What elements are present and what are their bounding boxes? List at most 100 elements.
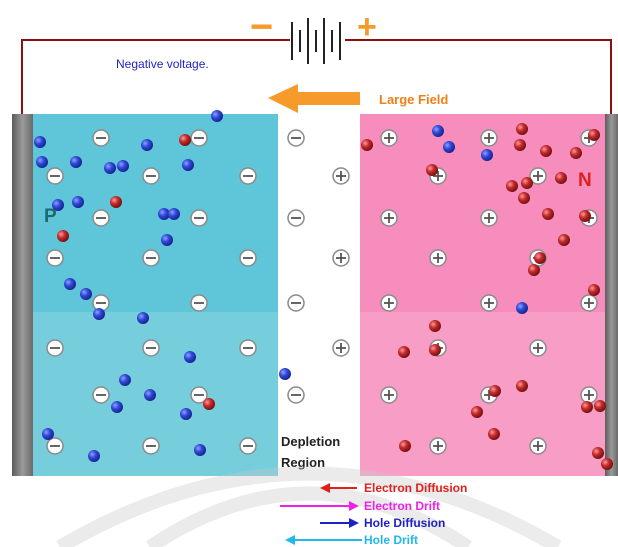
electron-icon — [168, 208, 180, 220]
watermark-arcs — [56, 466, 562, 547]
electron-icon — [117, 160, 129, 172]
hole-icon — [516, 123, 528, 135]
electron-icon — [64, 278, 76, 290]
hole-icon — [429, 320, 441, 332]
lower-haze — [33, 312, 605, 476]
minus-ion-icon — [190, 209, 208, 227]
plus-ion-icon — [529, 167, 547, 185]
voltage-label: Negative voltage. — [116, 57, 209, 71]
hole-icon — [429, 344, 441, 356]
minus-ion-icon — [92, 209, 110, 227]
battery-plus-sign: + — [357, 8, 377, 46]
plus-ion-icon — [480, 129, 498, 147]
hole-icon — [558, 234, 570, 246]
circuit-wire-right — [345, 39, 612, 115]
hole-icon — [203, 398, 215, 410]
hole-icon — [601, 458, 613, 470]
plus-ion-icon — [480, 209, 498, 227]
minus-ion-icon — [239, 339, 257, 357]
electron-icon — [70, 156, 82, 168]
hole-icon — [110, 196, 122, 208]
electron-icon — [184, 351, 196, 363]
hole-icon — [594, 400, 606, 412]
electron-icon — [180, 408, 192, 420]
minus-ion-icon — [46, 339, 64, 357]
electron-icon — [42, 428, 54, 440]
hole-icon — [361, 139, 373, 151]
minus-ion-icon — [287, 209, 305, 227]
hole-icon — [592, 447, 604, 459]
hole-icon — [581, 401, 593, 413]
legend-label: Hole Drift — [364, 533, 418, 547]
legend: Electron Diffusion Electron Drift Hole D… — [280, 481, 467, 547]
electron-icon — [137, 312, 149, 324]
p-region-label: P — [44, 206, 57, 227]
field-label: Large Field — [379, 92, 448, 107]
hole-icon — [570, 147, 582, 159]
legend-label: Hole Diffusion — [364, 516, 445, 530]
electron-icon — [34, 136, 46, 148]
minus-ion-icon — [142, 249, 160, 267]
plus-ion-icon — [332, 249, 350, 267]
electron-icon — [119, 374, 131, 386]
hole-icon — [588, 284, 600, 296]
hole-icon — [534, 252, 546, 264]
minus-ion-icon — [287, 129, 305, 147]
electron-icon — [182, 159, 194, 171]
minus-ion-icon — [92, 386, 110, 404]
hole-icon — [57, 230, 69, 242]
plus-ion-icon — [380, 129, 398, 147]
circuit-wire — [21, 39, 290, 115]
hole-icon — [579, 210, 591, 222]
hole-icon — [506, 180, 518, 192]
battery-minus-sign: − — [250, 5, 273, 49]
plus-ion-icon — [480, 294, 498, 312]
electron-icon — [211, 110, 223, 122]
electron-icon — [88, 450, 100, 462]
right-electrode — [605, 114, 618, 476]
depletion-label-line2: Region — [281, 455, 325, 470]
electron-icon — [432, 125, 444, 137]
hole-icon — [521, 177, 533, 189]
hole-icon — [516, 380, 528, 392]
plus-ion-icon — [529, 339, 547, 357]
plus-ion-icon — [380, 386, 398, 404]
electron-icon — [72, 196, 84, 208]
legend-hole-diffusion: Hole Diffusion — [320, 516, 445, 530]
hole-icon — [488, 428, 500, 440]
minus-ion-icon — [190, 386, 208, 404]
arrow-left-icon — [285, 535, 295, 545]
left-electrode — [12, 114, 33, 476]
minus-ion-icon — [239, 249, 257, 267]
electron-icon — [111, 401, 123, 413]
electron-icon — [144, 389, 156, 401]
hole-icon — [514, 139, 526, 151]
minus-ion-icon — [142, 167, 160, 185]
minus-ion-icon — [287, 294, 305, 312]
electron-icon — [80, 288, 92, 300]
hole-icon — [489, 385, 501, 397]
hole-icon — [555, 172, 567, 184]
electron-icon — [279, 368, 291, 380]
depletion-label-line1: Depletion — [281, 434, 340, 449]
arrow-right-icon — [349, 518, 359, 528]
hole-icon — [399, 440, 411, 452]
minus-ion-icon — [46, 249, 64, 267]
electron-icon — [141, 139, 153, 151]
field-arrow-icon — [268, 84, 360, 113]
minus-ion-icon — [46, 167, 64, 185]
legend-electron-diffusion: Electron Diffusion — [320, 481, 467, 495]
electron-icon — [104, 162, 116, 174]
electron-icon — [481, 149, 493, 161]
minus-ion-icon — [142, 339, 160, 357]
hole-icon — [518, 192, 530, 204]
minus-ion-icon — [190, 294, 208, 312]
electron-icon — [52, 199, 64, 211]
minus-ion-icon — [92, 129, 110, 147]
hole-icon — [540, 145, 552, 157]
plus-ion-icon — [380, 209, 398, 227]
hole-icon — [471, 406, 483, 418]
legend-hole-drift: Hole Drift — [285, 533, 418, 547]
plus-ion-icon — [429, 437, 447, 455]
hole-icon — [588, 129, 600, 141]
